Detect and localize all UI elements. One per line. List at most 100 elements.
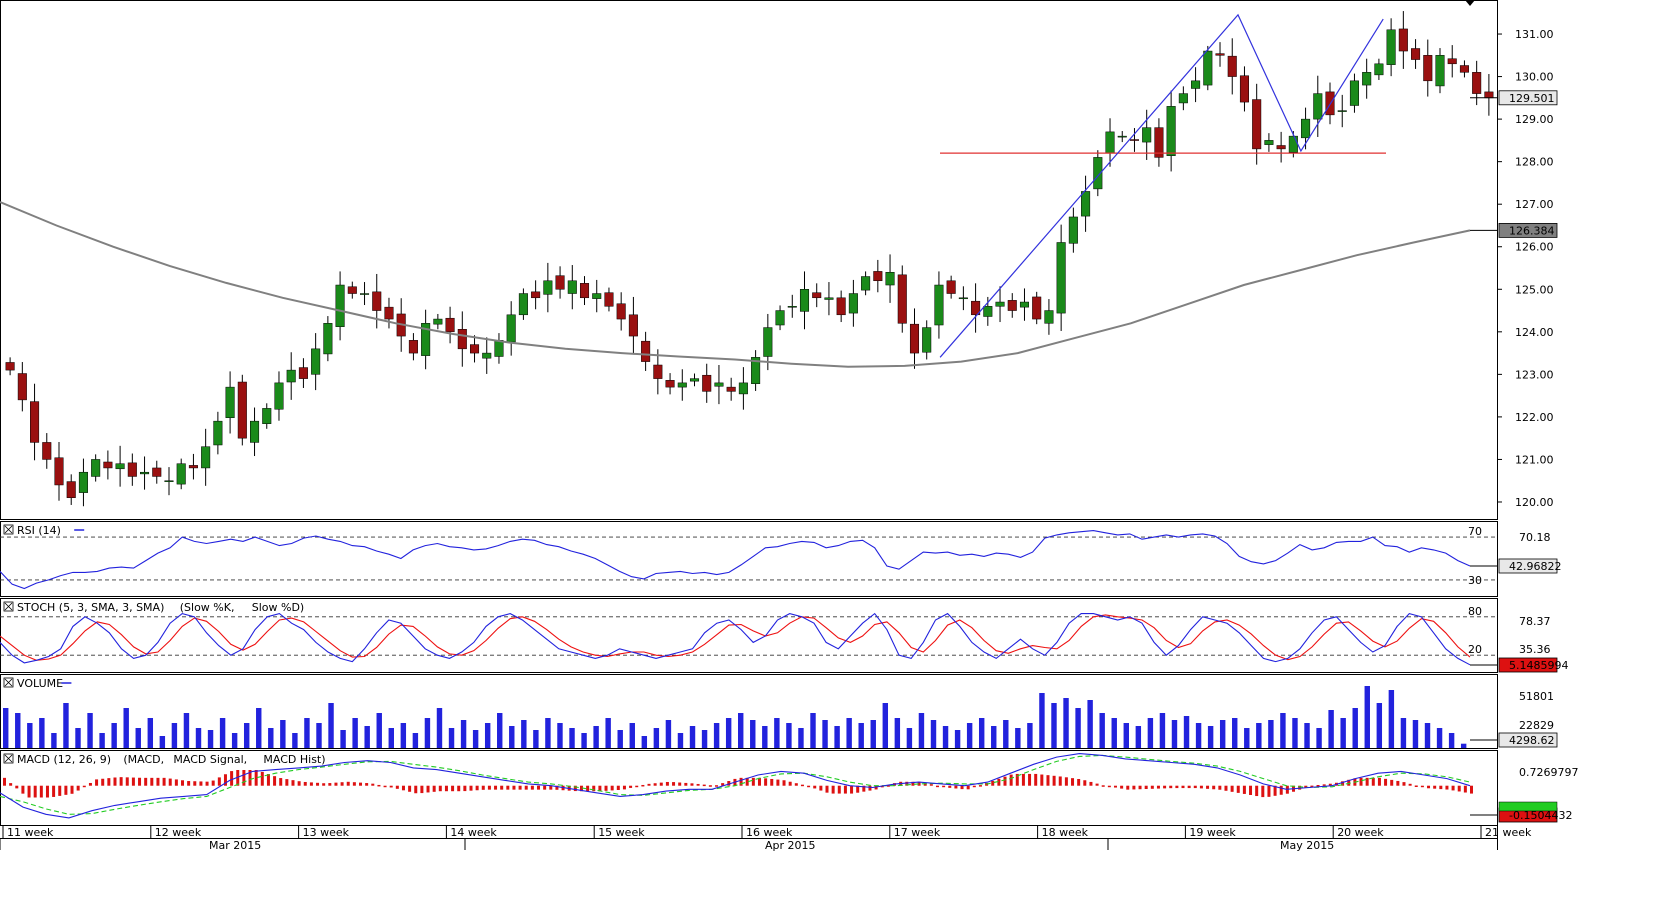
volume-bar [39, 718, 45, 748]
macd-hist-bar [641, 784, 645, 787]
macd-hist-bar [432, 785, 436, 792]
price-tick-label: 120.00 [1515, 496, 1554, 509]
volume-bar [1352, 708, 1358, 748]
rsi-line [0, 530, 1471, 590]
volume-bar [51, 733, 57, 748]
macd-hist-bar [659, 782, 663, 786]
macd-hist-bar [1230, 785, 1234, 792]
macd-hist-bar [297, 781, 301, 786]
volume-bar [834, 726, 840, 748]
price-tick-label: 122.00 [1515, 411, 1554, 424]
macd-hist-bar [1021, 773, 1025, 786]
macd-hist-bar [1384, 778, 1388, 786]
macd-hist-bar [64, 785, 68, 795]
volume-bar [665, 720, 672, 748]
candle-down [909, 323, 920, 354]
candle-up [140, 471, 150, 475]
macd-hist-bar [917, 781, 921, 786]
macd-hist-bar [1322, 784, 1326, 786]
macd-tick-label: 0.7269797 [1519, 766, 1579, 779]
macd-hist-bar [715, 785, 719, 787]
macd-hist-bar [1224, 785, 1228, 791]
candle-up [885, 272, 895, 286]
macd-hist-bar [1169, 785, 1173, 789]
candle-up [824, 297, 834, 300]
volume-bar [738, 713, 744, 748]
ma-value-label: 126.384 [1509, 224, 1555, 237]
macd-hist-bar [1365, 777, 1369, 786]
macd-hist-bar [794, 783, 798, 786]
panel-frame-price [0, 0, 1498, 520]
candle-down [1032, 296, 1042, 320]
volume-bar [316, 723, 322, 748]
macd-hist-bar [721, 783, 725, 786]
volume-bar [388, 728, 394, 748]
macd-hist-bar [15, 785, 19, 789]
macd-hist-bar [911, 781, 915, 786]
panel-title: MACD (12, 26, 9) [17, 753, 111, 766]
macd-hist-bar [935, 785, 939, 788]
price-tick-label: 126.00 [1515, 241, 1554, 254]
candle-up [213, 420, 223, 446]
volume-bar [159, 736, 166, 748]
macd-hist-bar [690, 783, 694, 786]
candle-up [861, 276, 871, 291]
stoch-k-line [0, 612, 1471, 666]
candle-down [469, 344, 480, 354]
stoch-d-line [0, 614, 1471, 661]
ma-value-box [1498, 223, 1558, 238]
candle-up [323, 323, 333, 355]
volume-bar [701, 730, 708, 748]
price-tick-label: 123.00 [1515, 368, 1554, 381]
candle-up [482, 352, 492, 359]
month-label: Mar 2015 [209, 839, 261, 852]
macd-hist-bar [144, 777, 148, 786]
volume-bar [1087, 700, 1093, 748]
price-tick-label: 128.00 [1515, 156, 1554, 169]
candle-up [1386, 29, 1396, 65]
candle-up [1081, 191, 1091, 217]
macd-hist-bar [1199, 785, 1203, 789]
candle-down [616, 303, 626, 320]
candle-up [1374, 63, 1384, 76]
macd-hist-bar [291, 780, 295, 786]
volume-bar [689, 726, 696, 748]
macd-hist-bar [217, 777, 221, 786]
macd-hist-bar [242, 770, 246, 786]
macd-hist-bar [1249, 785, 1253, 795]
macd-hist-bar [1193, 785, 1197, 789]
candle-up [934, 284, 944, 326]
candle-down [1398, 28, 1408, 52]
candle-down [1276, 145, 1286, 150]
macd-hist-bar [1034, 773, 1038, 786]
candle-up [763, 327, 773, 357]
macd-hist-bar [1402, 782, 1406, 786]
macd-hist-bar [131, 777, 135, 786]
volume-bar [364, 726, 370, 748]
candle-up [311, 348, 321, 375]
candle-down [726, 386, 736, 392]
macd-hist-bar [530, 785, 534, 790]
macd-hist-bar [481, 785, 485, 790]
macd-hist-bar [1071, 778, 1075, 786]
candle-down [1411, 48, 1421, 60]
candle-up [164, 480, 174, 482]
candle-down [1129, 139, 1139, 141]
macd-hist-bar [776, 779, 780, 786]
macd-hist-bar [475, 785, 479, 791]
macd-hist-bar [199, 781, 203, 786]
volume-bar [111, 723, 117, 748]
candle-down [1423, 55, 1433, 82]
stoch-panel: 80 20 STOCH (5, 3, SMA, 3, SMA) (Slow %K, Sl… [0, 601, 1569, 673]
macd-hist-bar [745, 777, 749, 786]
macd-hist-bar [193, 781, 197, 786]
macd-hist-bar [426, 785, 430, 793]
volume-bar [1099, 713, 1105, 748]
macd-hist-bar [76, 785, 80, 791]
volume-bar [1063, 698, 1069, 748]
macd-hist-bar [401, 785, 405, 791]
volume-bar [1328, 710, 1334, 748]
volume-bar [605, 718, 611, 748]
macd-hist-bar [322, 783, 326, 786]
macd-hist-bar [555, 785, 559, 790]
